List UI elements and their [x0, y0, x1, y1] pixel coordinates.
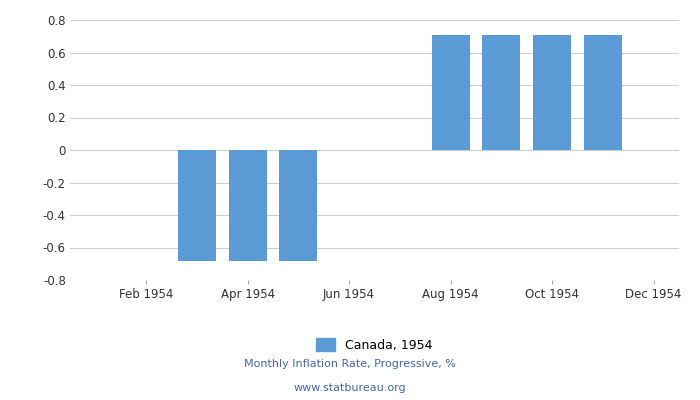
- Bar: [533, 35, 571, 150]
- Text: www.statbureau.org: www.statbureau.org: [294, 383, 406, 393]
- Text: Monthly Inflation Rate, Progressive, %: Monthly Inflation Rate, Progressive, %: [244, 359, 456, 369]
- Bar: [482, 35, 520, 150]
- Bar: [584, 35, 622, 150]
- Bar: [279, 150, 317, 260]
- Bar: [229, 150, 267, 260]
- Bar: [432, 35, 470, 150]
- Legend: Canada, 1954: Canada, 1954: [312, 333, 438, 357]
- Bar: [178, 150, 216, 260]
